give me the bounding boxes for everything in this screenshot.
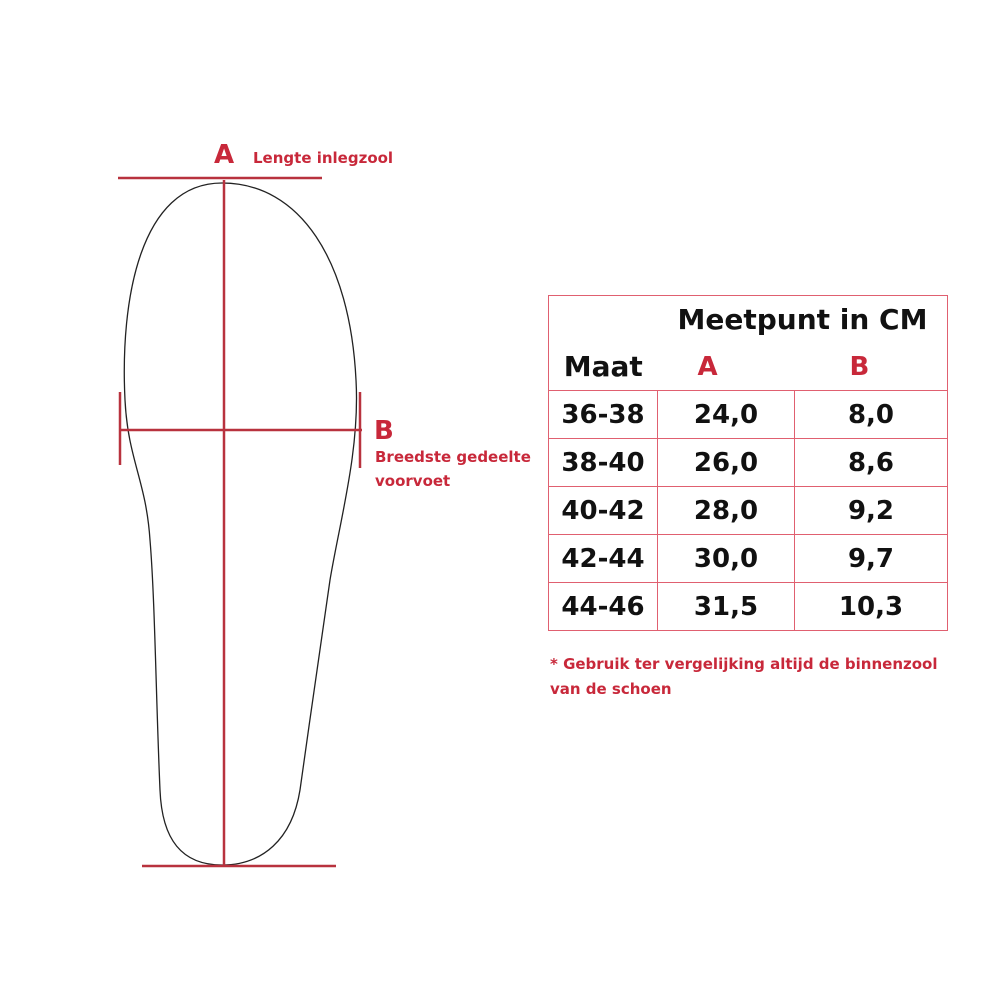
size-cell: 36-38 — [548, 390, 658, 439]
label-b-text-2: voorvoet — [375, 472, 451, 490]
header-size: Maat — [548, 343, 658, 391]
footnote-line-1: * Gebruik ter vergelijking altijd de bin… — [550, 655, 938, 673]
size-cell: 42-44 — [548, 534, 658, 583]
table-row: 40-42 28,0 9,2 — [548, 486, 948, 535]
b-cell: 9,7 — [794, 534, 948, 583]
table-row: 36-38 24,0 8,0 — [548, 390, 948, 439]
a-cell: 28,0 — [657, 486, 795, 535]
b-cell: 8,0 — [794, 390, 948, 439]
insole-outline — [123, 182, 358, 866]
b-cell: 8,6 — [794, 438, 948, 487]
b-cell: 10,3 — [794, 582, 948, 631]
footnote-line-2: van de schoen — [550, 680, 672, 698]
size-cell: 40-42 — [548, 486, 658, 535]
label-b: B — [374, 416, 394, 446]
a-cell: 26,0 — [657, 438, 795, 487]
table-row: 38-40 26,0 8,6 — [548, 438, 948, 487]
size-cell: 38-40 — [548, 438, 658, 487]
a-cell: 30,0 — [657, 534, 795, 583]
size-table: Meetpunt in CM Maat A B 36-38 24,0 8,0 38-… — [548, 295, 948, 631]
a-cell: 31,5 — [657, 582, 795, 631]
a-cell: 24,0 — [657, 390, 795, 439]
table-title: Meetpunt in CM — [657, 295, 948, 343]
table-row: 44-46 31,5 10,3 — [548, 582, 948, 631]
label-b-text-1: Breedste gedeelte — [375, 448, 531, 466]
header-b: B — [794, 343, 948, 391]
label-a-text: Lengte inlegzool — [253, 149, 394, 167]
table-row: 42-44 30,0 9,7 — [548, 534, 948, 583]
b-cell: 9,2 — [794, 486, 948, 535]
label-a: A — [214, 140, 235, 170]
header-a: A — [697, 351, 718, 382]
size-cell: 44-46 — [548, 582, 658, 631]
